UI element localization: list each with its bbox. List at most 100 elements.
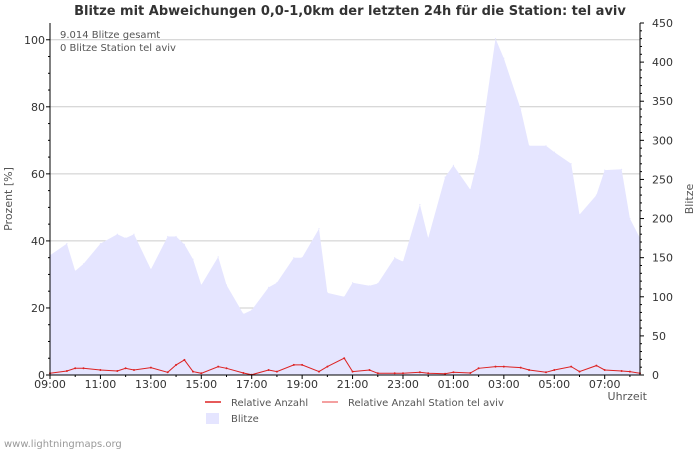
x-tick-label: 01:00	[438, 378, 470, 391]
blitze-point	[175, 235, 177, 238]
credit-text: www.lightningmaps.org	[4, 439, 122, 450]
relative-anzahl-point	[74, 367, 77, 370]
left-axis-ticks: 0 20 40 60 80 100	[24, 34, 50, 382]
legend-blitze: Blitze	[231, 414, 259, 425]
blitze-point	[469, 189, 471, 191]
right-tick-label: 250	[652, 173, 673, 186]
blitze-point	[621, 168, 623, 170]
blitze-point	[503, 57, 505, 59]
blitze-point	[66, 243, 68, 245]
blitze-point	[82, 263, 85, 265]
relative-anzahl-point	[452, 371, 455, 374]
legend-blitze-swatch	[206, 413, 219, 424]
relative-anzahl-point	[175, 363, 178, 366]
x-tick-label: 05:00	[538, 378, 570, 391]
blitze-point	[326, 292, 328, 294]
blitze-point	[116, 233, 118, 235]
right-tick-label: 0	[652, 369, 659, 382]
relative-anzahl-point	[444, 372, 447, 375]
right-tick-label: 50	[652, 330, 666, 343]
y-axis-label-right: Blitze	[683, 184, 696, 215]
relative-anzahl-point	[301, 363, 304, 366]
relative-anzahl-point	[393, 372, 396, 375]
legend-station: Relative Anzahl Station tel aviv	[348, 398, 504, 409]
relative-anzahl-point	[149, 366, 152, 369]
left-tick-label: 80	[31, 101, 45, 114]
relative-anzahl-point	[351, 370, 354, 373]
relative-anzahl-point	[376, 372, 379, 375]
blitze-point	[377, 282, 379, 285]
relative-anzahl-point	[402, 372, 404, 375]
x-tick-label: 13:00	[135, 378, 167, 391]
left-tick-label: 40	[31, 235, 45, 248]
blitze-point	[133, 233, 135, 235]
blitze-area	[50, 38, 640, 375]
left-tick-label: 100	[24, 34, 45, 47]
blitze-point	[251, 309, 253, 311]
blitze-point	[394, 257, 396, 259]
right-tick-label: 200	[652, 213, 673, 226]
blitze-point	[570, 163, 572, 165]
blitze-point	[268, 286, 270, 288]
relative-anzahl-point	[502, 365, 505, 368]
relative-anzahl-point	[65, 370, 68, 372]
blitze-point	[368, 285, 371, 287]
relative-anzahl-point	[477, 367, 480, 370]
relative-anzahl-point	[528, 369, 531, 371]
blitze-point	[318, 228, 320, 230]
right-tick-label: 400	[652, 56, 673, 69]
blitze-point	[545, 145, 547, 147]
blitze-point	[494, 38, 497, 40]
relative-anzahl-point	[519, 366, 522, 369]
blitze-point	[192, 258, 194, 260]
relative-anzahl-point	[183, 358, 186, 361]
relative-anzahl-point	[192, 370, 194, 373]
blitze-point	[595, 194, 598, 196]
y-axis-label-left: Prozent [%]	[2, 167, 15, 231]
x-tick-label: 03:00	[488, 378, 520, 391]
relative-anzahl-point	[217, 365, 220, 368]
relative-anzahl-point	[578, 370, 581, 373]
relative-anzahl-point	[318, 370, 320, 373]
blitze-point	[200, 284, 202, 286]
left-tick-label: 0	[38, 369, 45, 382]
x-axis-ticks: 09:00 11:00 13:00 15:00 17:00 19:00 21:00 23:00…	[34, 375, 631, 391]
right-tick-label: 100	[652, 291, 673, 304]
relative-anzahl-point	[620, 370, 623, 372]
right-tick-label: 350	[652, 95, 673, 108]
x-tick-label: 17:00	[236, 378, 268, 391]
blitze-point	[150, 268, 152, 270]
blitze-point	[604, 169, 606, 171]
blitze-point	[352, 282, 354, 284]
relative-anzahl-point	[225, 367, 228, 370]
relative-anzahl-point	[242, 372, 245, 374]
legend: Relative Anzahl Relative Anzahl Station …	[205, 398, 504, 425]
axes	[49, 23, 641, 376]
blitze-point	[99, 243, 101, 245]
plot-area	[49, 23, 641, 376]
blitze-point	[629, 218, 631, 220]
relative-anzahl-point	[133, 369, 135, 371]
blitze-point	[578, 214, 581, 216]
right-tick-label: 450	[652, 17, 673, 30]
blitze-point	[242, 313, 244, 315]
blitze-point	[293, 257, 295, 259]
x-tick-label: 09:00	[34, 378, 66, 391]
x-tick-label: 07:00	[589, 378, 621, 391]
x-axis-label: Uhrzeit	[608, 390, 648, 403]
right-tick-label: 150	[652, 252, 673, 265]
relative-anzahl-point	[427, 372, 430, 375]
blitze-point	[125, 237, 127, 239]
relative-anzahl-point	[418, 371, 421, 374]
relative-anzahl-point	[343, 357, 346, 360]
x-tick-label: 11:00	[85, 378, 117, 391]
relative-anzahl-point	[368, 369, 371, 371]
blitze-point	[402, 261, 404, 263]
blitze-point	[167, 235, 169, 238]
relative-anzahl-point	[99, 369, 102, 371]
blitze-point	[225, 284, 228, 286]
blitze-point	[183, 243, 185, 245]
relative-anzahl-point	[267, 369, 270, 371]
blitze-point	[427, 237, 429, 239]
